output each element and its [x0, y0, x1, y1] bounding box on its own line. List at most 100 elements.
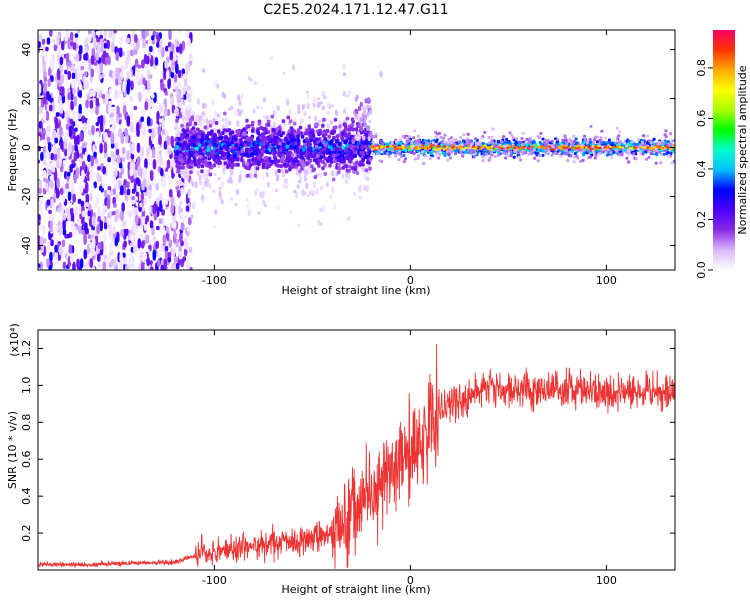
- spectrogram-cell: [91, 247, 95, 257]
- spectrogram-cell: [79, 185, 83, 194]
- spectrogram-cell: [44, 183, 49, 191]
- spectrogram-cell: [95, 131, 100, 138]
- spectrogram-cell: [221, 118, 225, 122]
- spectrogram-cell: [58, 244, 63, 256]
- spectrogram-cell: [178, 250, 182, 260]
- spectrogram-cell: [187, 92, 191, 99]
- spectrogram-cell: [78, 146, 82, 155]
- spectrogram-cell: [87, 210, 91, 217]
- spectrogram-cell: [42, 169, 47, 179]
- spectrogram-cell: [239, 138, 243, 143]
- spectrogram-cell: [199, 180, 202, 186]
- spectrogram-cell: [236, 162, 240, 167]
- spectrogram-cell: [126, 181, 130, 188]
- spectrogram-cell: [74, 136, 78, 146]
- spectrogram-cell: [152, 236, 157, 243]
- spectrogram-cell: [188, 103, 192, 109]
- spectrogram-cell: [49, 104, 53, 112]
- spectrogram-cell: [194, 181, 198, 189]
- spectrogram-cell: [253, 173, 258, 178]
- spectrogram-cell: [76, 65, 81, 75]
- spectrogram-cell: [38, 135, 41, 145]
- spectrogram-cell: [347, 90, 351, 95]
- spectrogram-cell: [259, 106, 263, 111]
- spectrogram-cell: [103, 30, 108, 38]
- spectrogram-cell: [68, 125, 73, 138]
- spectrogram-cell: [223, 161, 228, 166]
- spectrogram-cell: [331, 186, 335, 194]
- spectrogram-cell: [113, 134, 118, 143]
- spectrogram-cell: [264, 155, 268, 160]
- spectrogram-cells: [38, 30, 675, 270]
- spectrogram-cell: [149, 239, 153, 246]
- spectrogram-cell: [59, 211, 64, 216]
- spectrogram-cell: [76, 30, 81, 34]
- spectrogram-cell: [285, 154, 290, 159]
- spectrogram-cell: [175, 229, 180, 234]
- spectrogram-cell: [307, 193, 311, 198]
- spectrogram-cell: [208, 123, 213, 128]
- spectrogram-cell: [359, 101, 363, 107]
- spectrogram-cell: [276, 163, 280, 168]
- spectrogram-cell: [114, 142, 119, 150]
- spectrogram-cell: [77, 198, 82, 205]
- spectrogram-cell: [303, 110, 307, 117]
- spectrogram-cell: [129, 257, 133, 267]
- spectrogram-cell: [334, 139, 339, 144]
- spectrogram-cell: [168, 149, 172, 155]
- spectrogram-cell: [60, 74, 64, 84]
- spectrogram-cell: [234, 202, 238, 207]
- spectrogram-cell: [185, 133, 189, 138]
- spectrogram-cell: [343, 140, 347, 145]
- spectrogram-cell: [229, 176, 233, 184]
- spectrogram-cell: [40, 152, 44, 161]
- spectrogram-cell: [345, 143, 349, 148]
- spectrogram-cell: [342, 109, 346, 114]
- spectrogram-cell: [429, 152, 433, 155]
- spectrogram-cell: [200, 169, 204, 174]
- spectrogram-cell: [296, 142, 300, 147]
- spectrogram-cell: [222, 144, 226, 149]
- spectrogram-cell: [143, 54, 148, 64]
- spectrogram-cell: [227, 160, 232, 165]
- spectrogram-cell: [161, 47, 165, 58]
- spectrogram-cell: [191, 181, 195, 187]
- spectrogram-cell: [297, 108, 301, 114]
- spectrogram-cell: [333, 117, 338, 122]
- spectrogram-cell: [194, 146, 199, 151]
- spectrogram-cell: [331, 170, 335, 177]
- spectrogram-cell: [237, 150, 241, 155]
- spectrogram-cell: [248, 158, 252, 163]
- spectrogram-cell: [316, 153, 320, 158]
- spectrogram-cell: [367, 136, 371, 142]
- spectrogram-cell: [200, 159, 205, 164]
- spectrogram-cell: [266, 119, 271, 124]
- spectrogram-cell: [83, 249, 87, 260]
- spectrogram-cell: [127, 211, 131, 216]
- spectrogram-cell: [300, 134, 305, 139]
- spectrogram-cell: [158, 104, 163, 115]
- spectrogram-cell: [322, 206, 325, 213]
- spectrogram-cell: [161, 118, 165, 130]
- spectrogram-cell: [49, 162, 53, 168]
- spectrogram-cell: [361, 162, 365, 167]
- spectrogram-cell: [197, 134, 202, 139]
- spectrogram-cell: [59, 108, 63, 114]
- spectrogram-cell: [215, 148, 219, 153]
- spectrogram-cell: [321, 166, 325, 171]
- spectrogram-cell: [83, 233, 87, 245]
- spectrogram-cell: [55, 112, 60, 117]
- spectrogram-cell: [338, 147, 343, 152]
- spectrogram-cell: [296, 154, 301, 159]
- spectrogram-cell: [103, 205, 107, 210]
- spectrogram-cell: [156, 41, 160, 48]
- spectrogram-cell: [137, 238, 141, 249]
- spectrogram-cell: [57, 96, 62, 104]
- spectrogram-cell: [275, 127, 280, 132]
- spectrogram-cell: [261, 176, 265, 181]
- spectrogram-cell: [289, 144, 293, 149]
- spectrogram-cell: [131, 188, 136, 194]
- spectrogram-cell: [126, 115, 131, 127]
- spectrogram-cell: [185, 167, 188, 173]
- spectrogram-cell: [184, 212, 188, 221]
